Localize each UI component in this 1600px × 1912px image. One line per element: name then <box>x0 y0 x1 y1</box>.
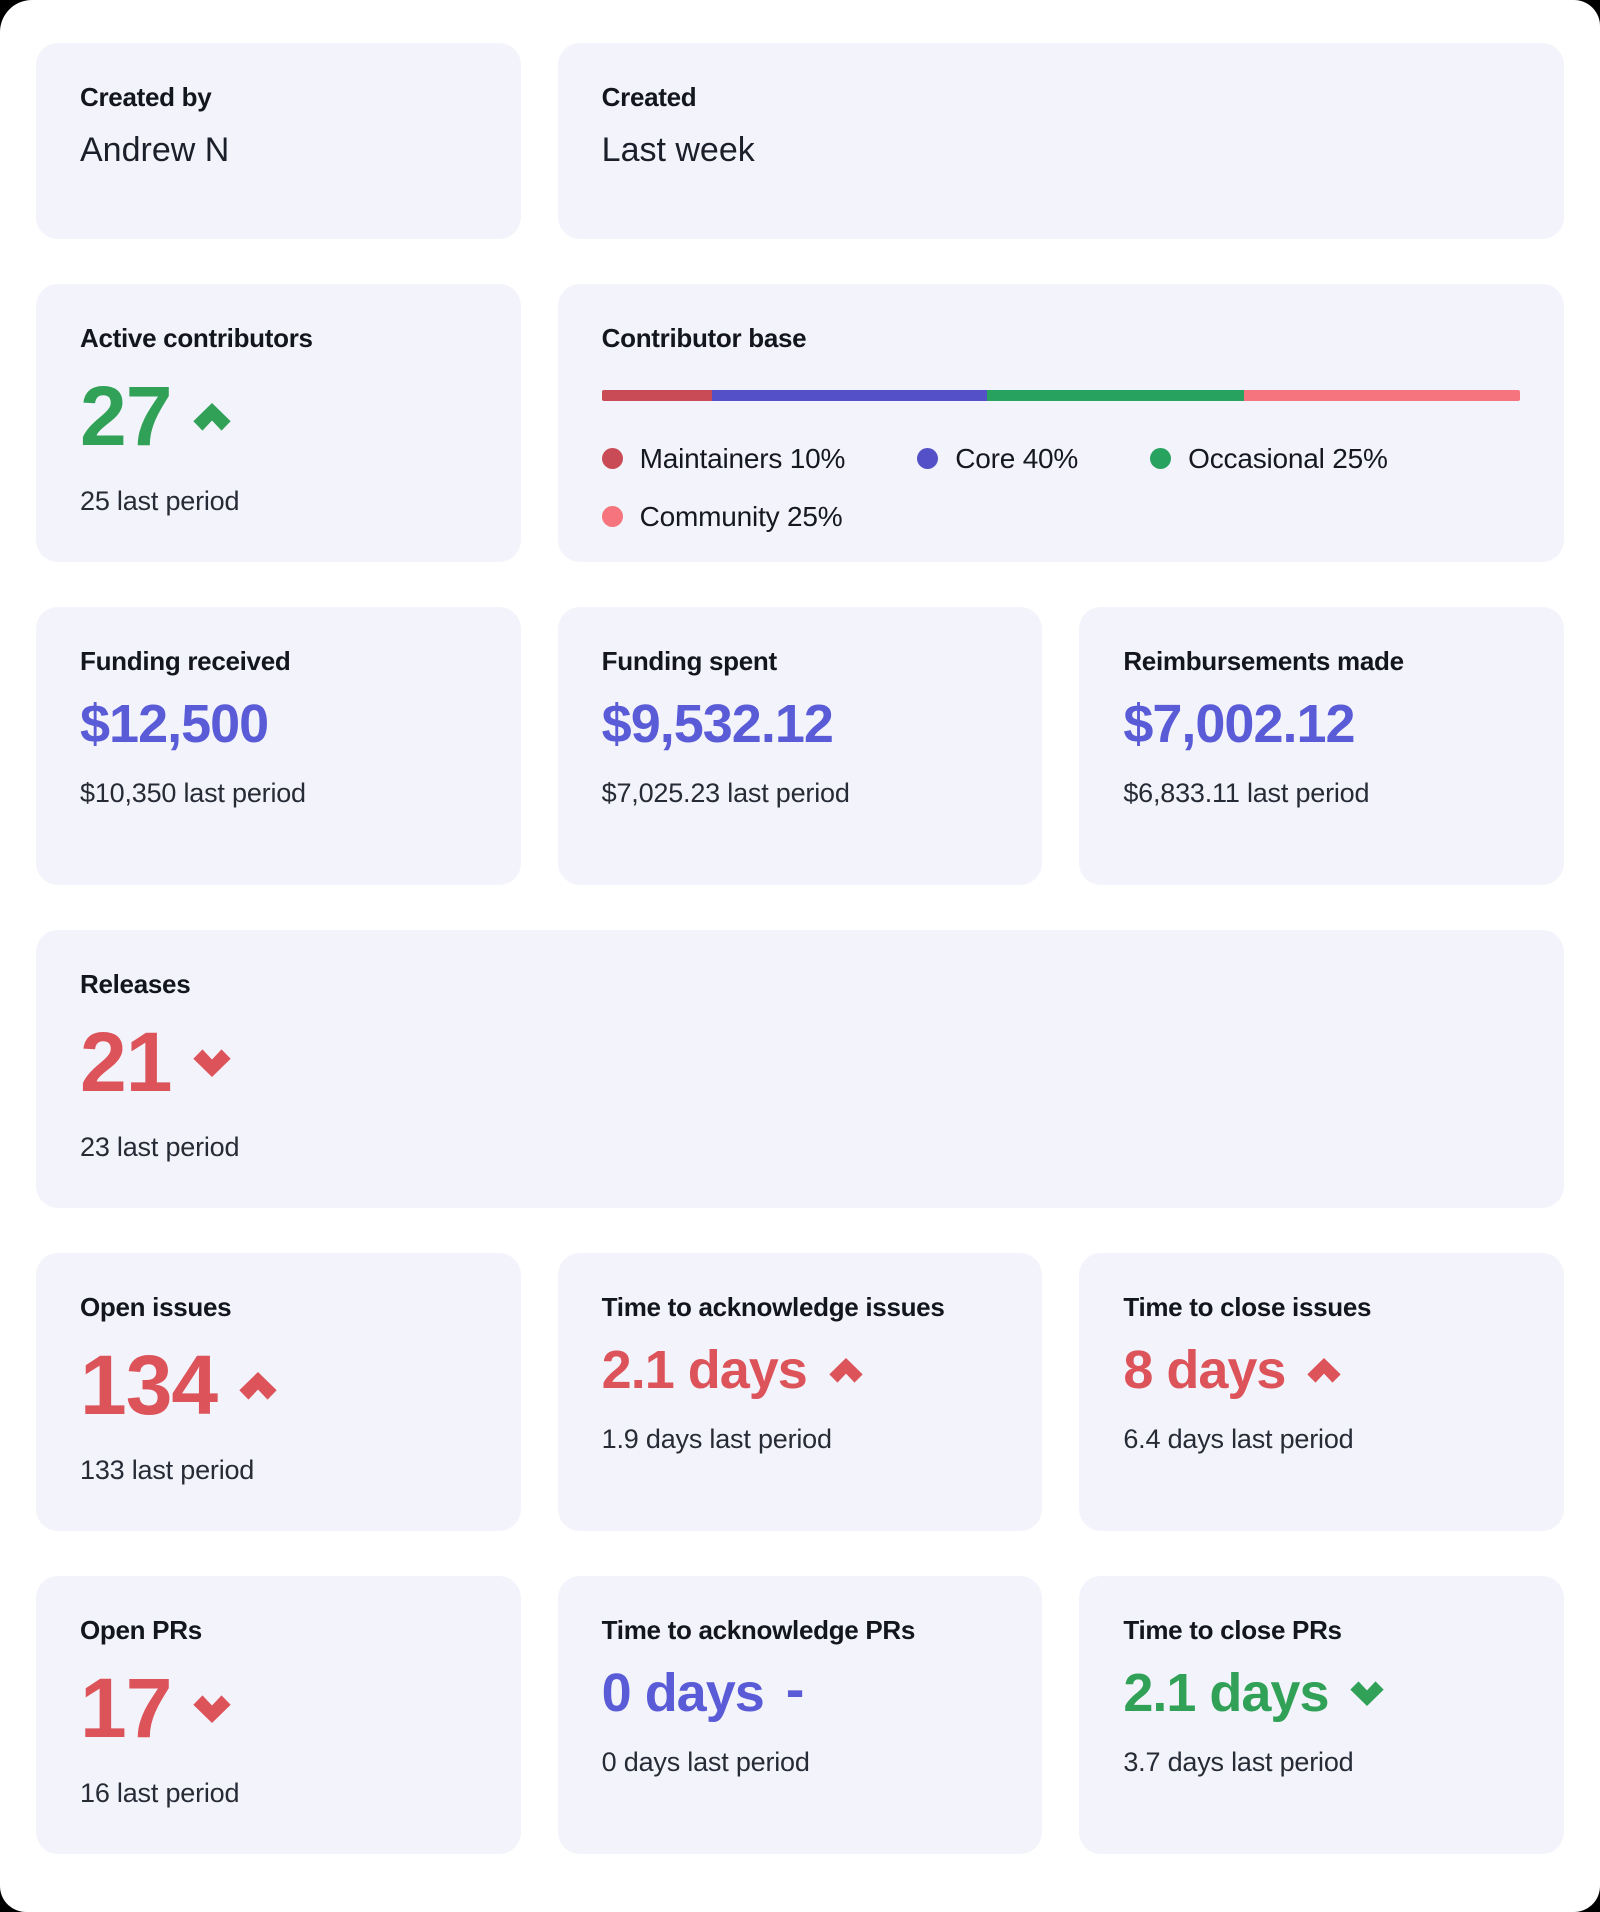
bar-segment-community-25 <box>1244 389 1520 401</box>
legend-dot-icon <box>601 506 623 528</box>
card-label: Time to close issues <box>1123 1292 1372 1322</box>
card-label: Created <box>601 82 697 112</box>
metric-value: 21 <box>80 1014 172 1109</box>
metric-value: Andrew N <box>80 130 230 169</box>
card-label: Releases <box>80 969 191 999</box>
metric-value-row: 2.1 days <box>601 1339 999 1400</box>
card-reimbursements-made: Reimbursements made $7,002.12 $6,833.11 la… <box>1079 607 1564 885</box>
legend-label: Occasional 25% <box>1188 442 1388 474</box>
card-funding-received: Funding received $12,500 $10,350 last peri… <box>36 607 521 885</box>
metric-value-row: $7,002.12 <box>1123 693 1520 754</box>
metric-previous-period: 16 last period <box>80 1777 240 1808</box>
trend-up-icon <box>193 402 232 431</box>
card-label: Open PRs <box>80 1615 202 1645</box>
contributor-legend: Maintainers 10% Core 40% Occasional 25% Com… <box>601 442 1520 533</box>
metric-value-row: $12,500 <box>80 693 477 754</box>
trend-up-icon <box>829 1357 863 1383</box>
metric-value-row: 2.1 days <box>1123 1662 1520 1723</box>
card-releases: Releases 21 23 last period <box>36 930 1564 1208</box>
legend-item-occasional-25: Occasional 25% <box>1150 443 1388 475</box>
card-label: Contributor base <box>601 323 807 353</box>
card-label: Open issues <box>80 1292 232 1322</box>
metric-value: 134 <box>80 1337 218 1432</box>
bar-segment-core-40 <box>711 389 988 401</box>
metric-value: 17 <box>80 1660 172 1755</box>
legend-label: Core 40% <box>955 442 1079 474</box>
metric-value: Last week <box>601 130 755 169</box>
card-label: Active contributors <box>80 323 313 353</box>
metric-previous-period: 0 days last period <box>601 1746 810 1777</box>
card-funding-spent: Funding spent $9,532.12 $7,025.23 last per… <box>557 607 1043 885</box>
metric-value: 27 <box>80 368 172 463</box>
legend-label: Community 25% <box>639 500 843 532</box>
legend-dot-icon <box>601 448 623 470</box>
legend-item-core-40: Core 40% <box>917 443 1078 475</box>
card-label: Created by <box>80 82 212 112</box>
card-time-to-close-issues: Time to close issues 8 days 6.4 days last … <box>1079 1253 1564 1531</box>
card-created-by: Created by Andrew N <box>36 43 521 239</box>
contributor-stacked-bar <box>601 389 1520 401</box>
bar-segment-occasional-25 <box>987 389 1245 401</box>
metric-previous-period: $6,833.11 last period <box>1123 777 1370 808</box>
card-label: Time to close PRs <box>1123 1615 1342 1645</box>
metric-value-row: 0 days - <box>601 1657 999 1723</box>
metric-value: 0 days <box>601 1662 765 1723</box>
legend-dot-icon <box>1150 448 1172 470</box>
metric-previous-period: $7,025.23 last period <box>601 777 850 808</box>
trend-down-icon <box>193 1049 232 1077</box>
card-label: Reimbursements made <box>1123 646 1404 676</box>
card-open-prs: Open PRs 17 16 last period <box>36 1576 521 1854</box>
metric-value: $9,532.12 <box>601 693 834 754</box>
metric-previous-period: 23 last period <box>80 1131 240 1162</box>
trend-flat-icon: - <box>785 1657 805 1721</box>
bar-segment-maintainers-10 <box>601 389 712 401</box>
metric-previous-period: 25 last period <box>80 485 240 516</box>
metric-value: 2.1 days <box>601 1339 808 1400</box>
metric-value-row: 134 <box>80 1337 477 1432</box>
card-label: Time to acknowledge PRs <box>601 1615 916 1645</box>
trend-up-icon <box>1307 1357 1342 1383</box>
card-active-contributors: Active contributors 27 25 last period <box>36 284 521 562</box>
metric-previous-period: 1.9 days last period <box>601 1423 832 1454</box>
card-time-to-acknowledge-prs: Time to acknowledge PRs 0 days - 0 days las… <box>557 1576 1043 1854</box>
metric-previous-period: 133 last period <box>80 1454 255 1485</box>
metric-value-row: 21 <box>80 1014 1520 1109</box>
metric-value-row: 17 <box>80 1660 477 1755</box>
metric-value-row: 27 <box>80 368 477 463</box>
legend-item-maintainers-10: Maintainers 10% <box>601 442 846 475</box>
metric-value-row: Andrew N <box>80 133 477 168</box>
legend-label: Maintainers 10% <box>639 442 846 474</box>
metric-value: $12,500 <box>80 693 269 754</box>
card-contributor-base: Contributor base Maintainers 10% Core 40% O… <box>557 284 1564 562</box>
metric-value: 8 days <box>1123 1339 1286 1400</box>
trend-up-icon <box>239 1371 277 1400</box>
trend-down-icon <box>1350 1681 1385 1706</box>
legend-dot-icon <box>917 448 939 470</box>
card-label: Funding spent <box>601 646 777 676</box>
metric-value: $7,002.12 <box>1123 693 1355 754</box>
metric-previous-period: 6.4 days last period <box>1123 1423 1354 1454</box>
card-open-issues: Open issues 134 133 last period <box>36 1253 521 1531</box>
metric-value-row: Last week <box>602 133 1520 168</box>
card-time-to-acknowledge-issues: Time to acknowledge issues 2.1 days 1.9 da… <box>557 1253 1043 1531</box>
metric-previous-period: 3.7 days last period <box>1123 1746 1354 1777</box>
metric-value: 2.1 days <box>1123 1662 1329 1723</box>
card-label: Funding received <box>80 646 291 676</box>
metric-value-row: $9,532.12 <box>601 693 999 754</box>
card-label: Time to acknowledge issues <box>601 1292 945 1322</box>
trend-down-icon <box>193 1695 232 1723</box>
metric-value-row: 8 days <box>1123 1339 1520 1400</box>
card-created: Created Last week <box>557 43 1564 239</box>
legend-item-community-25: Community 25% <box>601 500 843 533</box>
card-time-to-close-prs: Time to close PRs 2.1 days 3.7 days last p… <box>1079 1576 1564 1854</box>
metrics-grid: Created by Andrew N Created Last week Active… <box>36 43 1564 1854</box>
metric-previous-period: $10,350 last period <box>80 777 306 808</box>
